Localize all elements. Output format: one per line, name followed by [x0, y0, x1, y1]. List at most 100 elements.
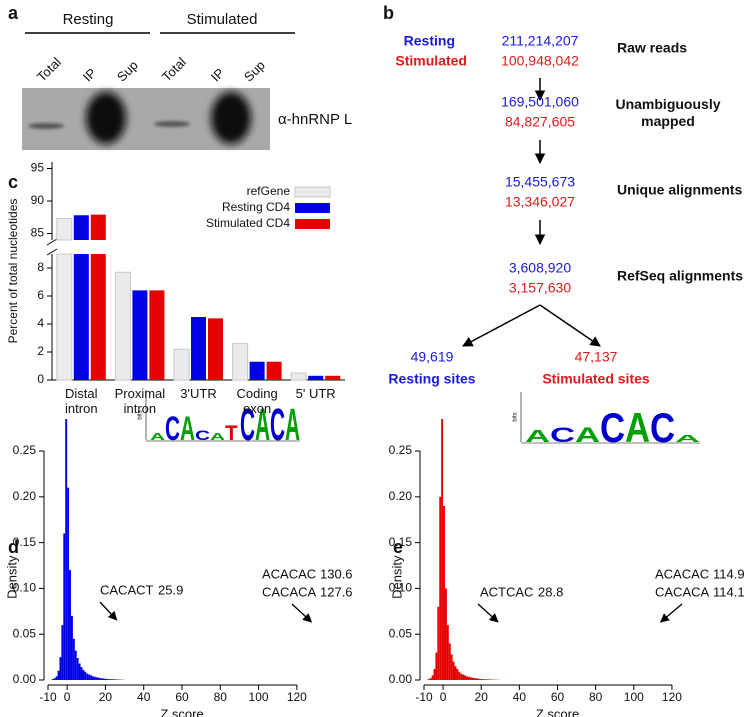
- histogram-bar: [51, 679, 54, 680]
- count: 3,608,920: [509, 260, 571, 276]
- y-tick-label: 85: [31, 226, 45, 240]
- y-tick-label: 8: [37, 260, 44, 274]
- histogram-bar: [57, 670, 60, 680]
- logo-letter: T: [225, 422, 238, 445]
- x-tick-label: 40: [513, 690, 527, 704]
- logo-letter: A: [625, 405, 650, 452]
- panel-label: e: [393, 537, 403, 557]
- annotation-score: 114.1: [713, 584, 745, 599]
- blot-band: [86, 92, 126, 144]
- x-tick-label: -10: [39, 690, 57, 704]
- y-tick-label: 0.15: [13, 535, 37, 549]
- annotation-motif: CACACA: [655, 584, 710, 599]
- axis-break: [46, 238, 58, 246]
- histogram-bar: [76, 658, 79, 680]
- bar: [173, 348, 190, 381]
- x-tick-label: Proximal intron: [114, 386, 166, 416]
- lane-label: Sup: [114, 58, 141, 85]
- histogram-bar: [429, 678, 432, 680]
- x-axis-label: Z score: [536, 706, 579, 717]
- histogram-bar: [84, 671, 87, 680]
- logo-letter: C: [270, 400, 285, 450]
- histogram-bar: [99, 678, 102, 680]
- logo-letter: C: [195, 427, 210, 443]
- y-tick-label: 6: [37, 288, 44, 302]
- histogram-bar: [78, 663, 81, 680]
- count: 169,501,060: [501, 94, 579, 110]
- bar: [132, 290, 148, 380]
- histogram-bar: [469, 677, 472, 680]
- arrow: [539, 304, 601, 347]
- y-tick-label: 0.00: [13, 672, 37, 686]
- annotation-score: 114.9: [713, 566, 745, 581]
- logo-letter: A: [675, 433, 700, 444]
- group-label: Resting: [63, 11, 114, 28]
- annotation-score: 127.6: [320, 584, 353, 599]
- histogram-bar: [107, 679, 110, 680]
- bar: [308, 375, 324, 380]
- bar: [208, 318, 223, 380]
- histogram-bar: [488, 679, 491, 680]
- logo-letter: A: [150, 431, 165, 442]
- bar: [90, 214, 106, 380]
- histogram-bar: [67, 487, 70, 680]
- y-tick-label: 0.10: [13, 581, 37, 595]
- step-label: Unique alignments: [617, 182, 742, 198]
- annotation-motif: ACACAC: [262, 566, 316, 581]
- histogram-bar: [477, 678, 480, 680]
- histogram-bar: [464, 675, 466, 680]
- group-label: Stimulated: [187, 11, 258, 28]
- x-tick-label: 20: [99, 690, 113, 704]
- y-axis-label: Density: [4, 555, 19, 599]
- y-tick-label: 0.25: [389, 443, 413, 457]
- count: 15,455,673: [505, 174, 575, 190]
- annotation-arrow: [659, 603, 683, 623]
- x-tick-label: Distal intron: [65, 386, 98, 416]
- legend-label: Resting CD4: [222, 200, 290, 214]
- histogram-bar: [95, 677, 98, 680]
- histogram-bar: [69, 570, 71, 680]
- histogram-bar: [446, 625, 449, 680]
- histogram-bar: [435, 652, 438, 680]
- x-tick-label: 0: [64, 690, 71, 704]
- panel-label: b: [383, 3, 394, 23]
- histogram-bar: [460, 673, 463, 680]
- lane-label: Sup: [241, 58, 268, 85]
- annotation-motif: CACACA: [262, 584, 317, 599]
- lane-label: Total: [159, 54, 189, 84]
- histogram-bar: [115, 679, 117, 680]
- logo-letter: A: [180, 410, 195, 449]
- x-tick-label: 100: [624, 690, 644, 704]
- count: 13,346,027: [505, 194, 575, 210]
- logo-axis-label: bits: [513, 412, 519, 421]
- bar: [191, 317, 206, 380]
- histogram-bar: [448, 643, 451, 680]
- annotation-score: 130.6: [320, 566, 353, 581]
- legend-label: refGene: [247, 184, 291, 198]
- histogram-bar: [70, 615, 73, 680]
- blot-band: [154, 121, 190, 127]
- histogram-bar: [90, 675, 93, 680]
- logo-letter: A: [525, 426, 550, 446]
- histogram-bar: [92, 676, 94, 680]
- histogram-bar: [454, 666, 457, 680]
- bar: [56, 218, 73, 381]
- x-axis-label: Z score: [160, 706, 203, 717]
- site-count: 47,137: [575, 349, 618, 365]
- histogram-bar: [431, 675, 434, 680]
- histogram-bar: [452, 661, 455, 680]
- histogram-bar: [93, 676, 96, 680]
- x-tick-label: 20: [475, 690, 489, 704]
- lane-label: Total: [34, 54, 64, 84]
- y-tick-label: 95: [31, 161, 45, 175]
- histogram-bar: [65, 418, 68, 680]
- y-tick-label: 0: [37, 372, 44, 386]
- histogram-bar: [471, 677, 474, 680]
- annotation-motif: ACACAC: [655, 566, 709, 581]
- histogram-bar: [105, 678, 108, 680]
- histogram-bar: [55, 676, 58, 680]
- x-tick-label: 80: [589, 690, 603, 704]
- x-tick-label: 120: [662, 690, 682, 704]
- x-tick-label: -10: [415, 690, 433, 704]
